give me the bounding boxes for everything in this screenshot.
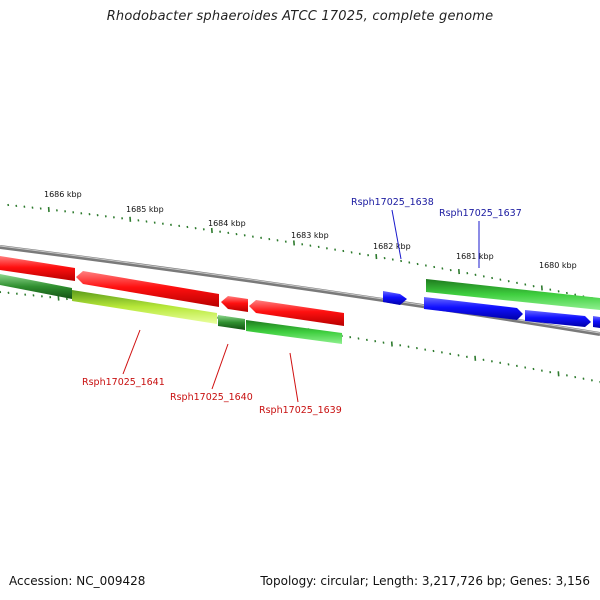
gene-arrow-red[interactable] (221, 296, 248, 312)
gene-label-line (122, 329, 141, 375)
gene-label-rsph17025-1641[interactable]: Rsph17025_1641 (82, 377, 165, 388)
gene-arrow-red[interactable] (76, 271, 219, 307)
gene-label-rsph17025-1639[interactable]: Rsph17025_1639 (259, 405, 342, 416)
gene-label-line (211, 343, 229, 390)
feature-bar-lime[interactable] (72, 290, 217, 324)
topology-text: Topology: circular; Length: 3,217,726 bp… (260, 574, 590, 588)
feature-bar-green-dark[interactable] (0, 274, 72, 299)
scale-label-1683: 1683 kbp (291, 231, 329, 240)
gene-label-line (391, 209, 402, 260)
scale-label-1680: 1680 kbp (539, 261, 577, 270)
scale-label-1685: 1685 kbp (126, 205, 164, 214)
gene-arrow-red[interactable] (0, 256, 75, 281)
accession-text: Accession: NC_009428 (9, 574, 146, 588)
gene-label-rsph17025-1637[interactable]: Rsph17025_1637 (439, 208, 522, 219)
feature-bar-green[interactable] (246, 320, 342, 344)
gene-arrow-blue[interactable] (424, 297, 523, 320)
gene-arrow-blue[interactable] (593, 316, 600, 328)
feature-bar-green-dark[interactable] (218, 315, 245, 330)
map-title: Rhodobacter sphaeroides ATCC 17025, comp… (106, 9, 494, 24)
gene-label-rsph17025-1640[interactable]: Rsph17025_1640 (170, 392, 253, 403)
gene-label-rsph17025-1638[interactable]: Rsph17025_1638 (351, 197, 434, 208)
gene-label-line (289, 352, 299, 403)
gene-arrow-blue[interactable] (525, 310, 591, 327)
scale-label-1681: 1681 kbp (456, 252, 494, 261)
feature-bar-green[interactable] (426, 279, 600, 310)
gene-arrow-blue[interactable] (383, 291, 407, 305)
gene-arrow-red[interactable] (249, 300, 344, 326)
scale-label-1682: 1682 kbp (373, 242, 411, 251)
scale-label-1686: 1686 kbp (44, 190, 82, 199)
genome-backbone (0, 245, 600, 336)
outer-tick-ring (7, 203, 600, 302)
scale-label-1684: 1684 kbp (208, 219, 246, 228)
